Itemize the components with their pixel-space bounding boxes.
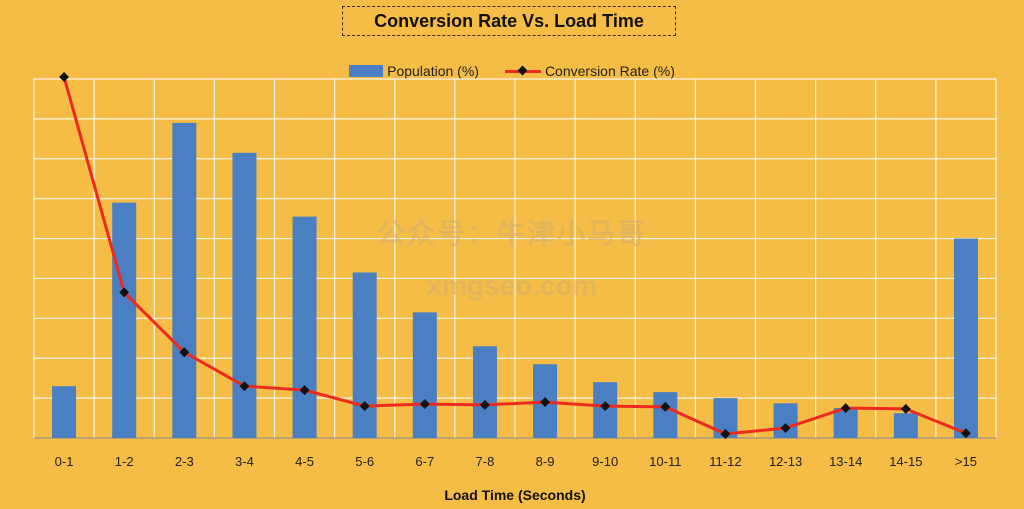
x-tick-label: 8-9 <box>536 454 555 469</box>
point-conversion-rate <box>660 401 671 412</box>
bar-population <box>172 122 197 438</box>
x-tick-label: 0-1 <box>55 454 74 469</box>
x-tick-label: 5-6 <box>355 454 374 469</box>
bar-population <box>653 392 678 438</box>
legend-label-population: Population (%) <box>387 63 479 79</box>
x-tick-label: 1-2 <box>115 454 134 469</box>
point-conversion-rate <box>419 399 430 410</box>
bar-population <box>472 346 497 438</box>
point-conversion-rate <box>840 403 851 414</box>
point-conversion-rate <box>720 429 731 439</box>
x-tick-label: 2-3 <box>175 454 194 469</box>
x-tick-label: 12-13 <box>769 454 802 469</box>
bar-population <box>953 238 978 438</box>
x-tick-label: 3-4 <box>235 454 254 469</box>
bar-population <box>893 413 918 438</box>
x-tick-label: 9-10 <box>592 454 618 469</box>
legend-bar-swatch <box>349 65 384 77</box>
bar-population <box>52 386 77 438</box>
x-tick-label: >15 <box>955 454 977 469</box>
point-conversion-rate <box>359 401 370 412</box>
point-conversion-rate <box>540 397 551 408</box>
x-tick-label: 11-12 <box>709 454 741 469</box>
point-conversion-rate <box>900 403 911 414</box>
chart-title: Conversion Rate Vs. Load Time <box>342 6 676 36</box>
x-tick-label: 10-11 <box>649 454 681 469</box>
bar-population <box>412 312 437 438</box>
point-conversion-rate <box>239 381 250 392</box>
legend-label-conversion: Conversion Rate (%) <box>544 63 675 79</box>
legend-line-swatch <box>504 65 541 77</box>
legend-item-population: Population (%) <box>349 63 479 79</box>
bar-population <box>833 408 858 438</box>
point-conversion-rate <box>780 423 791 433</box>
x-tick-label: 7-8 <box>476 454 495 469</box>
x-tick-label: 4-5 <box>295 454 314 469</box>
x-tick-label: 14-15 <box>889 454 922 469</box>
point-conversion-rate <box>600 401 611 412</box>
legend-item-conversion: Conversion Rate (%) <box>504 63 675 79</box>
x-axis-title: Load Time (Seconds) <box>444 487 585 503</box>
point-conversion-rate <box>299 385 310 396</box>
x-tick-label: 13-14 <box>829 454 862 469</box>
point-conversion-rate <box>179 347 190 358</box>
point-conversion-rate <box>960 428 971 439</box>
bar-population <box>112 202 137 438</box>
bar-population <box>232 152 257 439</box>
x-tick-label: 6-7 <box>415 454 434 469</box>
point-conversion-rate <box>479 399 490 410</box>
bar-population <box>292 216 317 438</box>
bar-population <box>352 272 377 438</box>
point-conversion-rate <box>59 72 70 82</box>
line-conversion-rate <box>62 76 967 436</box>
chart-legend: Population (%) Conversion Rate (%) <box>0 60 1024 82</box>
